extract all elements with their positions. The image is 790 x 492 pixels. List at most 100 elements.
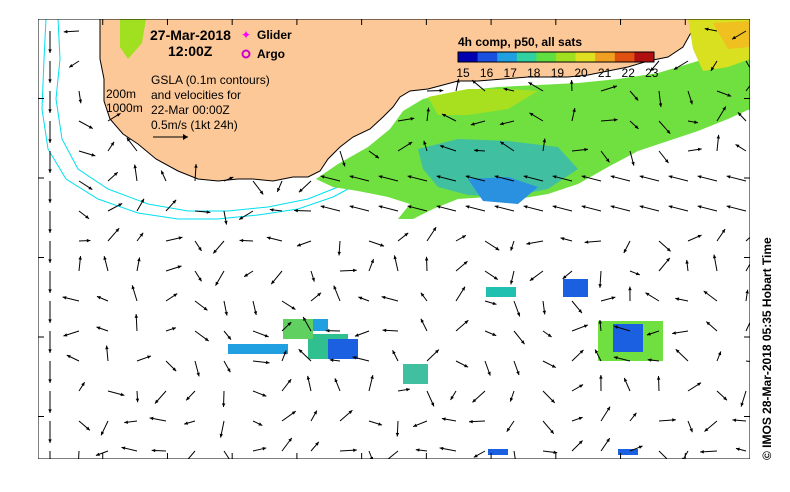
velocity-arrow-head [672,331,676,335]
velocity-arrow-head [579,349,584,354]
velocity-arrow-head [441,113,446,118]
velocity-arrow-head [91,153,96,157]
velocity-arrow-head [244,273,249,277]
velocity-arrow-head [605,158,610,163]
velocity-arrow-head [86,238,91,243]
velocity-arrow-head [177,265,182,269]
velocity-arrow-head [624,377,628,382]
velocity-arrow-head [172,327,176,331]
velocity-arrow-head [407,175,412,179]
velocity-arrow-head [259,190,264,195]
velocity-arrow-head [410,117,415,121]
velocity-arrow-head [135,398,140,403]
velocity-arrow-head [610,205,615,209]
velocity-arrow-head [439,145,444,149]
velocity-arrow-head [113,172,118,176]
colorbar-cell [614,52,635,62]
velocity-arrow-head [262,447,267,451]
velocity-arrow-head [329,358,334,362]
velocity-arrow-head [298,349,303,354]
velocity-arrow-head [461,286,466,291]
velocity-arrow-head [550,429,554,434]
colorbar-cell [575,52,596,62]
velocity-arrow-head [392,350,396,355]
argo-icon [241,49,251,59]
velocity-arrow-head [48,169,52,173]
velocity-arrow-head [258,422,263,426]
velocity-arrow-head [224,220,228,225]
velocity-arrow-head [509,280,514,285]
velocity-arrow-head [529,112,534,117]
velocity-arrow-head [552,175,557,179]
velocity-arrow-head [645,292,650,297]
velocity-arrow-head [542,310,547,315]
velocity-arrow-head [105,345,109,350]
velocity-arrow-head [294,208,298,213]
velocity-arrow-head [337,251,341,256]
velocity-arrow-head [639,175,644,179]
velocity-arrow-head [523,175,528,179]
velocity-arrow-head [161,170,165,175]
velocity-arrow-head [378,175,383,179]
velocity-arrow-head [611,296,616,300]
velocity-arrow-head [675,349,680,353]
velocity-arrow-head [317,292,322,297]
velocity-arrow-head [139,232,144,237]
velocity-arrow-head [735,144,740,148]
velocity-arrow-head [353,268,357,273]
symbol-legend: ✦ Glider Argo [241,28,292,61]
velocity-arrow-head [381,295,386,300]
argo-label: Argo [257,47,285,61]
velocity-arrow-head [204,337,209,342]
velocity-arrow-head [666,129,671,134]
colorbar-cell [497,52,518,62]
velocity-arrow-head [198,246,202,251]
velocity-arrow-head [664,159,669,164]
velocity-arrow-head [291,411,296,415]
velocity-arrow-head [380,243,385,247]
velocity-arrow-head [732,418,737,422]
velocity-arrow-head [706,321,711,326]
colorbar: 4h comp, p50, all sats 15 16 17 18 19 20 21 22 2… [456,35,658,80]
velocity-arrow-head [492,332,497,336]
velocity-arrow-head [703,290,708,295]
velocity-arrow-head [413,423,418,427]
velocity-arrow-head [349,175,354,179]
velocity-arrow-head [704,27,709,32]
gsla-line-2: and velocities for [151,88,241,102]
velocity-arrow-head [134,314,139,318]
velocity-arrow-head [700,450,704,454]
colorbar-tick-label: 23 [645,66,659,80]
velocity-arrow-head [224,311,228,316]
velocity-arrow-head [523,205,528,209]
colorbar-cell [477,52,498,62]
velocity-arrow-head [470,122,475,126]
velocity-arrow-head [658,103,663,108]
velocity-arrow-head [297,243,302,247]
velocity-arrow-head [420,318,425,323]
colorbar-gradient [458,52,655,62]
velocity-arrow-head [333,285,337,290]
velocity-arrow-head [465,205,470,209]
velocity-arrow-head [69,63,74,68]
velocity-arrow-head [631,161,635,166]
velocity-arrow-head [610,175,615,179]
gsla-note: GSLA (0.1m contours) and velocities for … [151,73,270,140]
velocity-arrow-head [423,140,427,145]
velocity-arrow-head [623,248,628,253]
velocity-arrow-head [137,257,141,262]
velocity-arrow-head [140,198,145,203]
velocity-arrow-head [48,79,52,83]
velocity-arrow-head [650,67,655,72]
velocity-arrow-head [378,422,383,426]
sst-map: 114115116117118119120121122123124125 -33… [17,12,763,474]
velocity-arrow-head [342,162,346,167]
velocity-arrow-head [551,364,556,368]
velocity-arrow-head [186,396,190,401]
velocity-arrow-head [578,440,583,445]
velocity-arrow-head [569,80,574,84]
velocity-arrow-head [647,358,652,362]
velocity-arrow-head [584,240,589,244]
velocity-arrow-head [147,355,152,359]
velocity-arrow-head [710,66,715,71]
